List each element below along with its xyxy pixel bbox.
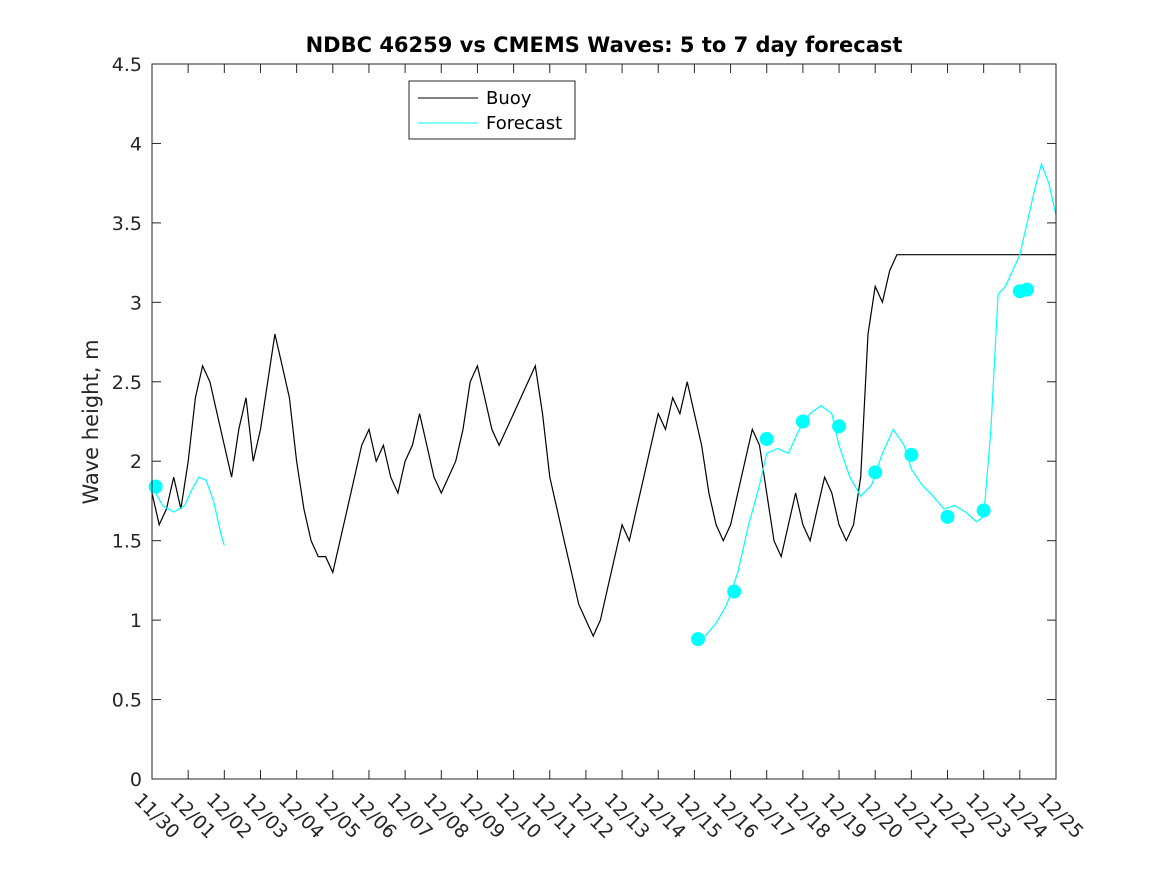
forecast-marker: [795, 414, 810, 429]
y-tick-label: 1: [130, 610, 142, 632]
axes-background: [152, 64, 1056, 779]
legend: Buoy Forecast: [408, 80, 576, 140]
chart-title: NDBC 46259 vs CMEMS Waves: 5 to 7 day fo…: [306, 33, 903, 57]
y-axis-label: Wave height, m: [79, 339, 103, 504]
legend-buoy-label: Buoy: [486, 88, 532, 109]
forecast-marker: [727, 584, 742, 599]
legend-forecast-label: Forecast: [486, 113, 562, 134]
forecast-marker: [1020, 282, 1035, 297]
forecast-marker: [832, 419, 847, 434]
series-layer: [151, 162, 1057, 642]
axes-box: [151, 63, 1057, 780]
legend-box: [408, 80, 576, 140]
forecast-series-line: [694, 162, 1057, 642]
y-tick-label: 0: [130, 769, 142, 791]
forecast-marker: [940, 509, 955, 524]
y-tick-label: 3: [130, 292, 142, 314]
y-tick-label: 2.5: [112, 372, 142, 394]
y-tick-label: 1.5: [112, 531, 142, 553]
y-tick-label: 4.5: [112, 54, 142, 76]
y-tick-label: 4: [130, 133, 142, 155]
y-tick-label: 0.5: [112, 690, 142, 712]
forecast-marker: [976, 503, 991, 518]
forecast-marker: [868, 465, 883, 480]
forecast-marker: [691, 632, 706, 647]
y-tick-label: 2: [130, 451, 142, 473]
forecast-series-line: [151, 476, 225, 546]
y-tick-label: 3.5: [112, 213, 142, 235]
plot-area: [152, 64, 1056, 779]
marker-layer: [148, 282, 1035, 647]
buoy-series-line: [151, 254, 1056, 638]
forecast-marker: [148, 479, 163, 494]
forecast-marker: [759, 431, 774, 446]
forecast-marker: [904, 447, 919, 462]
y-axis: 0 0.5 1 1.5 2 2.5 3 3.5 4 4.5: [112, 54, 1056, 791]
